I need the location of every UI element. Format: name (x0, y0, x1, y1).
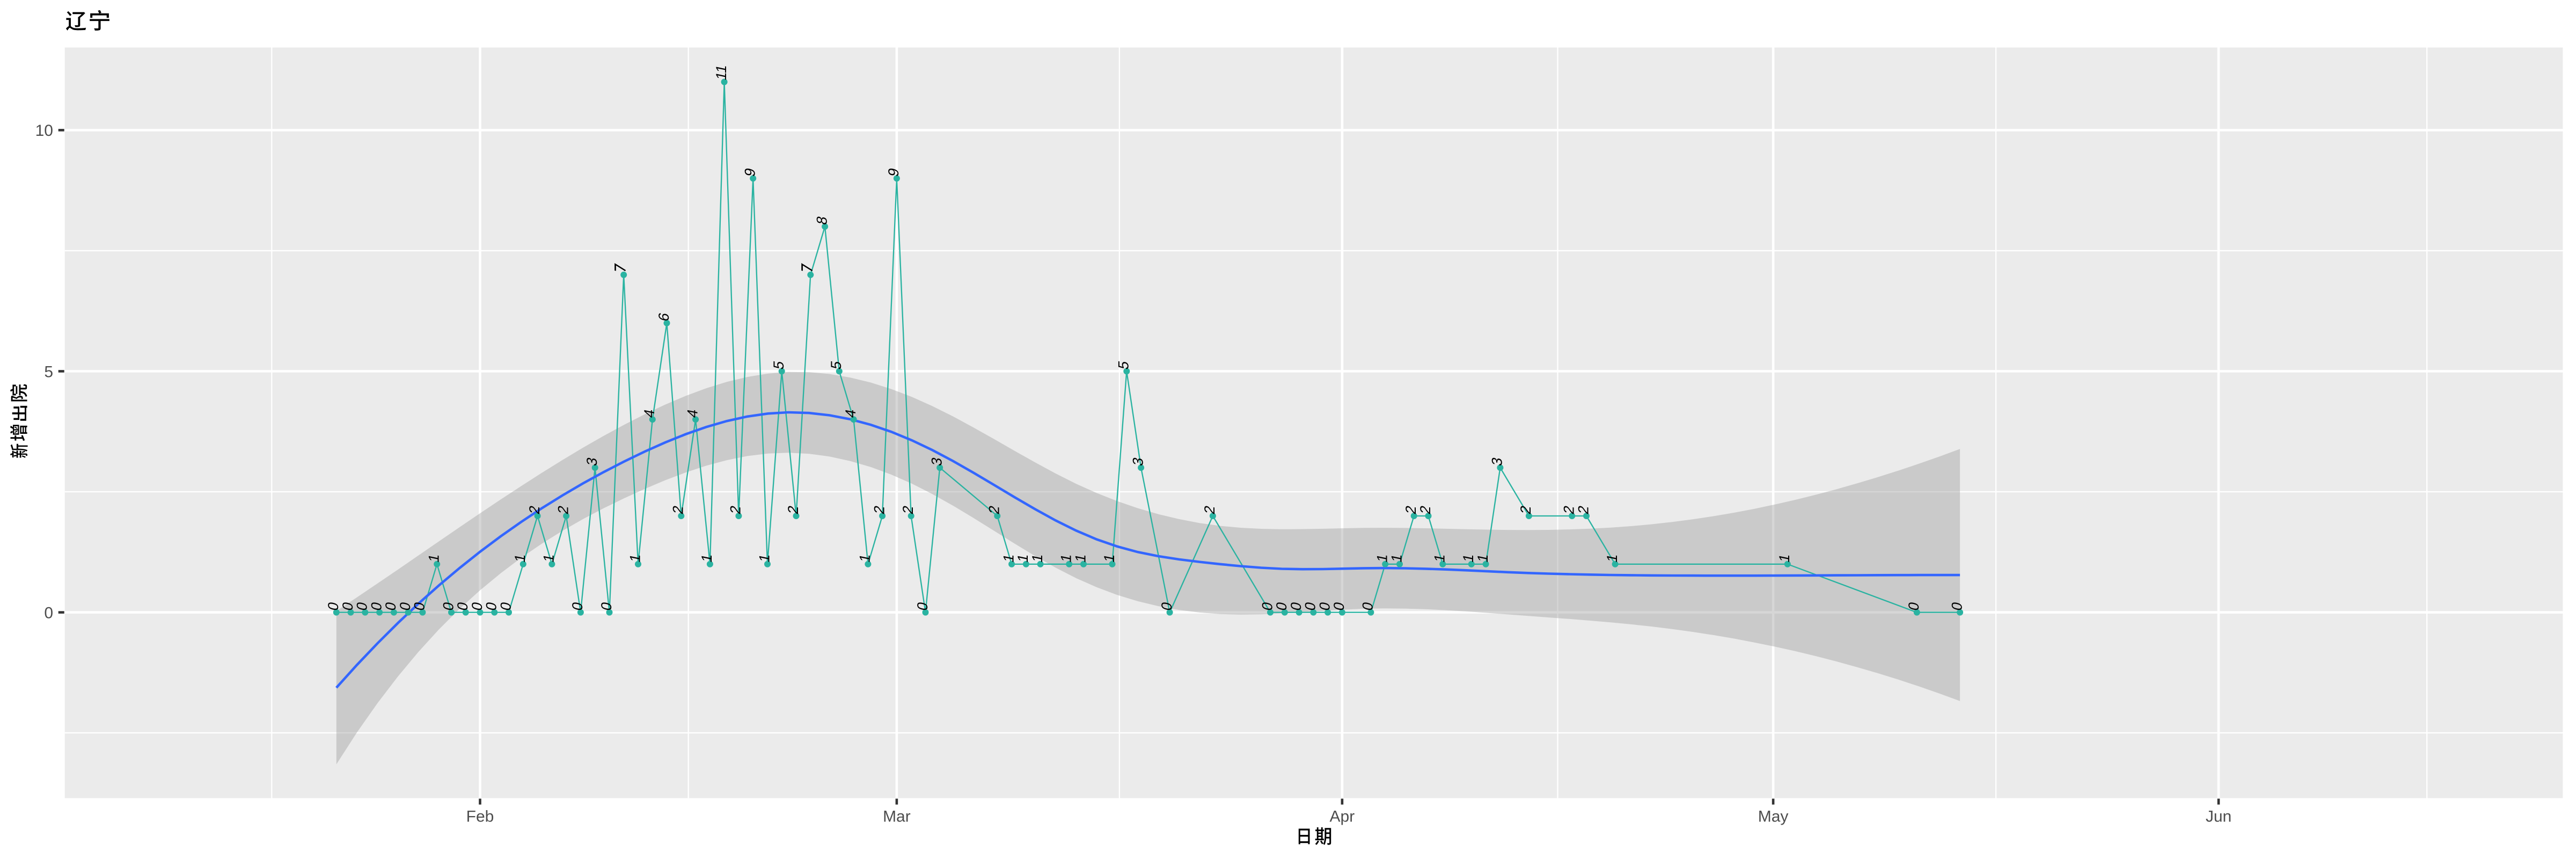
svg-text:2: 2 (555, 504, 572, 516)
svg-text:5: 5 (770, 359, 787, 371)
svg-text:2: 2 (1417, 504, 1433, 516)
svg-text:2: 2 (871, 504, 888, 516)
svg-text:4: 4 (842, 407, 859, 419)
svg-text:2: 2 (670, 504, 686, 516)
svg-text:10: 10 (35, 122, 53, 140)
svg-text:Feb: Feb (466, 808, 494, 826)
svg-text:1: 1 (1014, 552, 1031, 564)
svg-text:3: 3 (1130, 456, 1146, 468)
svg-text:2: 2 (785, 504, 801, 516)
svg-text:5: 5 (44, 363, 53, 381)
svg-text:1: 1 (857, 552, 873, 564)
svg-text:3: 3 (583, 456, 600, 468)
svg-text:0: 0 (1302, 600, 1319, 612)
svg-text:0: 0 (44, 604, 53, 622)
svg-text:0: 0 (440, 600, 457, 612)
svg-text:3: 3 (1489, 456, 1505, 468)
svg-text:6: 6 (655, 311, 672, 323)
svg-text:1: 1 (1460, 552, 1476, 564)
svg-text:1: 1 (1000, 552, 1017, 564)
svg-text:0: 0 (339, 600, 356, 612)
svg-text:0: 0 (483, 600, 500, 612)
svg-text:2: 2 (1517, 504, 1534, 516)
svg-text:4: 4 (641, 407, 657, 419)
svg-text:0: 0 (382, 600, 399, 612)
svg-text:0: 0 (411, 600, 428, 612)
svg-text:0: 0 (598, 600, 614, 612)
svg-text:2: 2 (727, 504, 744, 516)
svg-text:1: 1 (1604, 552, 1620, 564)
svg-text:2: 2 (1402, 504, 1419, 516)
svg-text:1: 1 (698, 552, 715, 564)
svg-text:1: 1 (1474, 552, 1491, 564)
svg-text:0: 0 (368, 600, 385, 612)
svg-text:1: 1 (756, 552, 773, 564)
svg-text:2: 2 (986, 504, 1002, 516)
svg-text:0: 0 (354, 600, 370, 612)
svg-text:2: 2 (1201, 504, 1218, 516)
svg-text:1: 1 (1029, 552, 1045, 564)
svg-text:0: 0 (454, 600, 471, 612)
svg-text:0: 0 (397, 600, 413, 612)
svg-text:Jun: Jun (2206, 808, 2231, 826)
svg-text:0: 0 (1287, 600, 1304, 612)
svg-text:1: 1 (1072, 552, 1089, 564)
svg-text:2: 2 (1575, 504, 1592, 516)
svg-text:2: 2 (526, 504, 543, 516)
svg-text:0: 0 (1905, 600, 1922, 612)
svg-text:0: 0 (497, 600, 514, 612)
svg-text:0: 0 (1158, 600, 1175, 612)
svg-text:0: 0 (1259, 600, 1276, 612)
svg-text:0: 0 (569, 600, 586, 612)
svg-text:1: 1 (1101, 552, 1117, 564)
svg-text:11: 11 (713, 63, 729, 82)
svg-text:Apr: Apr (1330, 808, 1355, 826)
svg-text:1: 1 (1058, 552, 1074, 564)
svg-text:0: 0 (1949, 600, 1965, 612)
svg-text:0: 0 (1359, 600, 1376, 612)
svg-text:0: 0 (325, 600, 341, 612)
svg-text:3: 3 (928, 456, 945, 468)
svg-text:5: 5 (828, 359, 844, 371)
svg-text:0: 0 (469, 600, 485, 612)
svg-text:2: 2 (1561, 504, 1577, 516)
svg-text:1: 1 (1776, 552, 1792, 564)
svg-text:5: 5 (1115, 359, 1132, 371)
svg-text:8: 8 (814, 215, 830, 227)
svg-text:0: 0 (914, 600, 931, 612)
svg-text:1: 1 (1374, 552, 1391, 564)
svg-text:1: 1 (540, 552, 557, 564)
svg-text:1: 1 (627, 552, 643, 564)
svg-text:0: 0 (1316, 600, 1333, 612)
svg-text:2: 2 (899, 504, 916, 516)
svg-text:9: 9 (885, 166, 902, 178)
svg-text:1: 1 (1431, 552, 1448, 564)
svg-text:9: 9 (742, 166, 758, 178)
svg-text:4: 4 (684, 407, 701, 419)
svg-text:0: 0 (1330, 600, 1347, 612)
svg-text:May: May (1758, 808, 1789, 826)
svg-text:1: 1 (511, 552, 528, 564)
svg-text:0: 0 (1273, 600, 1290, 612)
svg-text:1: 1 (1388, 552, 1405, 564)
svg-text:1: 1 (426, 552, 442, 564)
svg-text:Mar: Mar (883, 808, 911, 826)
